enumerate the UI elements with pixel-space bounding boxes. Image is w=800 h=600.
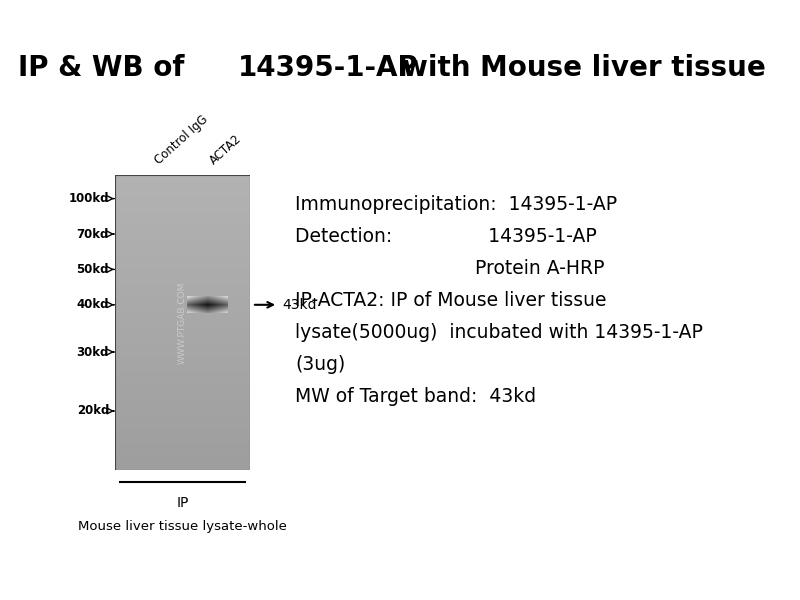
Text: Immunoprecipitation:  14395-1-AP: Immunoprecipitation: 14395-1-AP — [295, 195, 617, 214]
Text: 70kd: 70kd — [77, 227, 109, 241]
Text: 50kd: 50kd — [77, 263, 109, 276]
Text: 30kd: 30kd — [77, 346, 109, 358]
Text: Detection:                14395-1-AP: Detection: 14395-1-AP — [295, 227, 597, 246]
Text: 43kd: 43kd — [282, 298, 317, 312]
Text: Mouse liver tissue lysate-whole: Mouse liver tissue lysate-whole — [78, 520, 287, 533]
Text: 20kd: 20kd — [77, 404, 109, 418]
Text: 14395-1-AP: 14395-1-AP — [238, 54, 418, 82]
Text: (3ug): (3ug) — [295, 355, 346, 374]
Text: IP & WB of: IP & WB of — [18, 54, 204, 82]
Text: ACTA2: ACTA2 — [206, 132, 244, 167]
Text: MW of Target band:  43kd: MW of Target band: 43kd — [295, 387, 536, 406]
Text: lysate(5000ug)  incubated with 14395-1-AP: lysate(5000ug) incubated with 14395-1-AP — [295, 323, 703, 342]
Text: IP: IP — [176, 496, 189, 510]
Text: IP-ACTA2: IP of Mouse liver tissue: IP-ACTA2: IP of Mouse liver tissue — [295, 291, 606, 310]
Text: 100kd: 100kd — [69, 192, 109, 205]
Text: with Mouse liver tissue: with Mouse liver tissue — [383, 54, 766, 82]
Text: Control IgG: Control IgG — [153, 113, 211, 167]
Text: Protein A-HRP: Protein A-HRP — [295, 259, 605, 278]
Text: 40kd: 40kd — [77, 298, 109, 311]
Text: WWW.PTGAB.COM: WWW.PTGAB.COM — [178, 281, 187, 364]
